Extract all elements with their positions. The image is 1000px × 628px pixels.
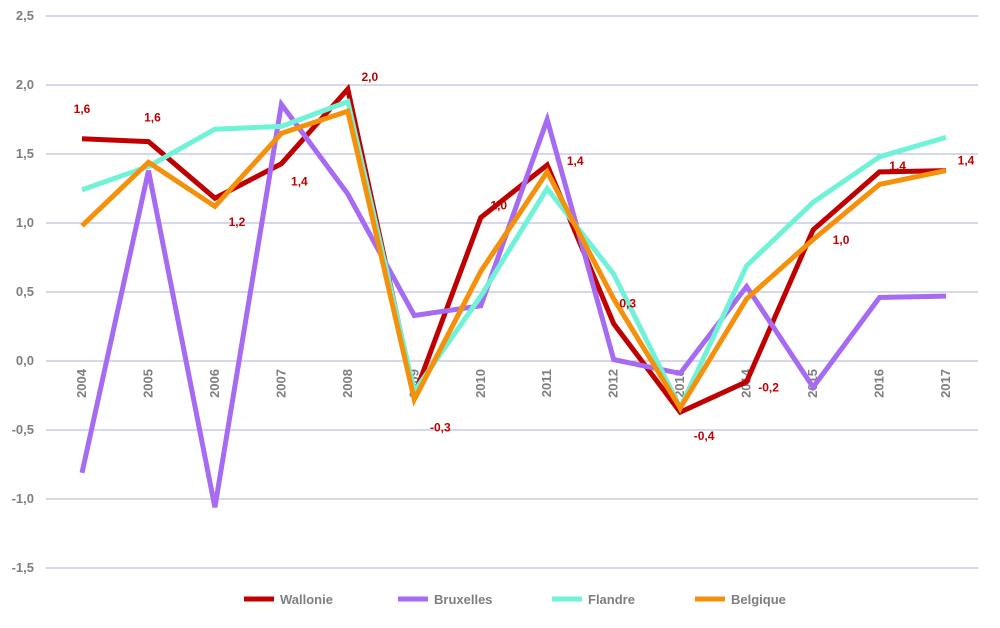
data-label: 1,6 [74, 102, 91, 116]
data-label: 1,0 [833, 233, 850, 247]
data-label: -0,3 [430, 421, 451, 435]
y-tick-label: 1,5 [16, 146, 34, 161]
x-tick-label: 2013 [672, 369, 687, 398]
data-label: 1,4 [958, 154, 975, 168]
data-label: 2,0 [362, 70, 379, 84]
data-label: -0,2 [758, 381, 779, 395]
y-tick-label: -1,0 [12, 491, 34, 506]
x-tick-label: 2008 [340, 369, 355, 398]
x-tick-label: 2011 [539, 369, 554, 397]
y-tick-label: -0,5 [12, 422, 34, 437]
x-tick-label: 2016 [872, 369, 887, 398]
data-label: 1,6 [144, 111, 161, 125]
data-label: 1,0 [490, 198, 507, 212]
data-label: 1,4 [291, 175, 308, 189]
legend-label-bruxelles: Bruxelles [434, 592, 493, 607]
series-line-wallonie [81, 83, 947, 416]
y-tick-label: 2,0 [16, 77, 34, 92]
gridlines [46, 15, 978, 569]
y-tick-label: 0,5 [16, 284, 34, 299]
data-label: -0,4 [694, 429, 715, 443]
x-tick-label: 2017 [938, 369, 953, 398]
x-tick-label: 2007 [273, 369, 288, 398]
legend-label-wallonie: Wallonie [280, 592, 333, 607]
series-line-flandre [81, 98, 947, 414]
y-tick-label: 2,5 [16, 8, 34, 23]
x-tick-label: 2012 [606, 369, 621, 398]
y-tick-label: -1,5 [12, 560, 34, 575]
x-tick-label: 2006 [207, 369, 222, 398]
y-axis-ticks: 2,5 2,0 1,5 1,0 0,5 0,0 -0,5 -1,0 -1,5 [12, 8, 34, 575]
legend-label-belgique: Belgique [731, 592, 786, 607]
y-tick-label: 0,0 [16, 353, 34, 368]
x-tick-label: 2010 [473, 369, 488, 398]
legend: Wallonie Bruxelles Flandre Belgique [244, 592, 786, 607]
data-label: 0,3 [619, 297, 636, 311]
data-labels: 1,6 1,6 1,2 1,4 2,0 -0,3 1,0 1,4 0,3 -0,4 -0,2 1,0 1… [74, 70, 975, 443]
data-label: 1,2 [229, 215, 246, 229]
y-tick-label: 1,0 [16, 215, 34, 230]
data-label: 1,4 [567, 154, 584, 168]
x-tick-label: 2004 [74, 368, 89, 398]
legend-label-flandre: Flandre [588, 592, 635, 607]
x-tick-label: 2005 [140, 369, 155, 398]
series-line-bruxelles [79, 98, 947, 508]
series-line-belgique [80, 107, 947, 413]
series-lines [79, 83, 947, 508]
data-label: 1,4 [889, 159, 906, 173]
